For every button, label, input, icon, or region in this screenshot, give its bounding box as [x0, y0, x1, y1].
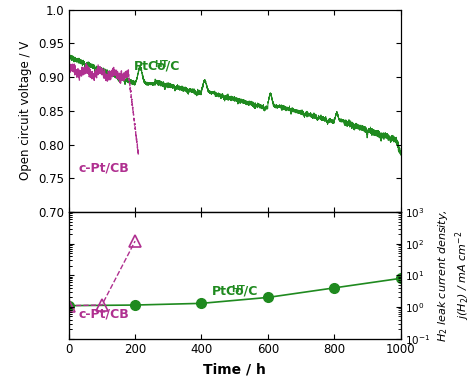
Text: HT: HT — [154, 60, 168, 69]
X-axis label: Time / h: Time / h — [203, 362, 266, 376]
Text: c-Pt/CB: c-Pt/CB — [78, 308, 129, 321]
Y-axis label: Open circuit voltage / V: Open circuit voltage / V — [19, 41, 32, 180]
Text: c-Pt/CB: c-Pt/CB — [78, 161, 129, 175]
Text: PtCo/C: PtCo/C — [211, 284, 258, 297]
Text: PtCo/C: PtCo/C — [133, 59, 180, 72]
Text: HT: HT — [231, 285, 245, 295]
Y-axis label: H$_2$ leak current density,
$j$(H$_2$) / mA cm$^{-2}$: H$_2$ leak current density, $j$(H$_2$) /… — [437, 209, 472, 342]
